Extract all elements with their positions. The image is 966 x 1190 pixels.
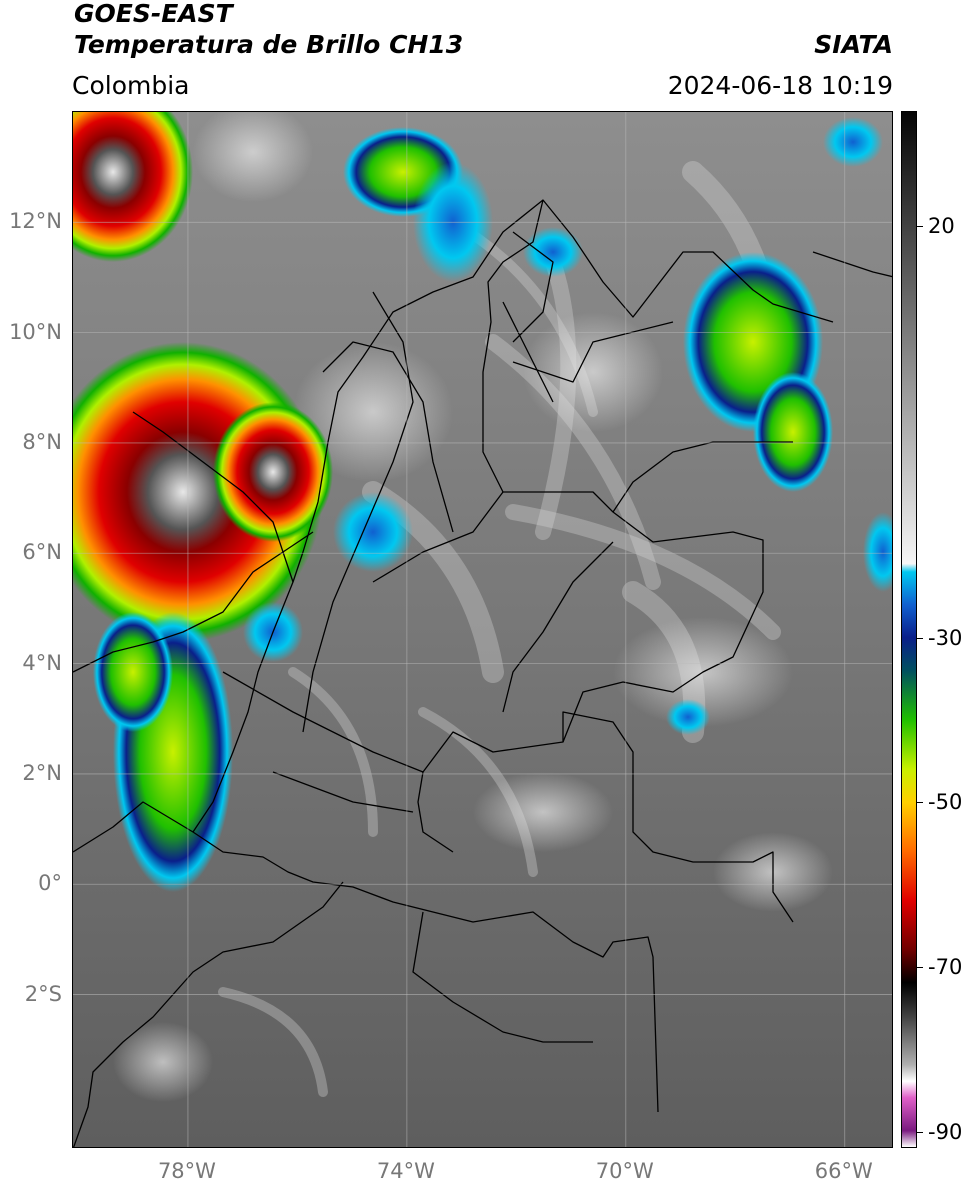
latitude-tick-label: 4°N (22, 650, 62, 675)
datetime-label: 2024-06-18 10:19 (667, 71, 893, 100)
border-line (512, 321, 674, 383)
border-line (372, 491, 504, 583)
longitude-tick-label: 78°W (157, 1159, 216, 1183)
longitude-tick-label: 70°W (595, 1159, 654, 1183)
border-line (417, 199, 764, 853)
convective-cloud (93, 612, 173, 732)
colorbar-tick-mark (917, 226, 923, 228)
colorbar-tick-mark (917, 802, 923, 804)
colorbar-tick-label: -50 (928, 790, 963, 815)
border-line (322, 341, 454, 533)
border-line (502, 541, 614, 713)
satellite-map[interactable] (72, 111, 893, 1148)
title-satellite: GOES-EAST (74, 0, 233, 28)
cirrus-streak (485, 334, 661, 590)
cirrus-streak (505, 504, 781, 640)
border-line (192, 199, 834, 833)
border-line (612, 441, 793, 513)
country-borders (73, 199, 892, 1147)
convective-cloud (73, 112, 193, 262)
latitude-tick-label: 6°N (22, 540, 62, 565)
colorbar-tick-label: -70 (928, 954, 963, 979)
convective-cloud (823, 117, 883, 167)
graticule (73, 112, 892, 1147)
bright-cloud (193, 112, 313, 202)
bright-cloud (473, 772, 613, 852)
border-line (302, 291, 414, 733)
border-line (412, 911, 593, 1043)
colorbar-tick-label: -30 (928, 625, 963, 650)
colorbar-tick-label: -90 (928, 1119, 963, 1144)
border-line (73, 531, 314, 673)
convective-cloud (863, 512, 892, 592)
cirrus-streak (218, 987, 328, 1097)
bright-cloud (523, 312, 663, 432)
colorbar-tick-label: 20 (928, 214, 955, 239)
longitude-tick-label: 66°W (814, 1159, 873, 1183)
convective-cloud (213, 402, 333, 542)
bright-cloud (113, 1022, 213, 1102)
border-line (132, 411, 294, 583)
colorbar-tick-mark (917, 966, 923, 968)
convective-cloud (333, 492, 413, 572)
border-line (512, 231, 554, 343)
latitude-tick-label: 8°N (22, 429, 62, 454)
border-line (502, 301, 554, 403)
region-label: Colombia (72, 71, 190, 100)
latitude-tick-label: 10°N (9, 319, 62, 344)
temperature-colorbar (901, 111, 917, 1148)
convective-cloud (666, 699, 710, 735)
border-line (562, 711, 794, 923)
convective-cloud (523, 227, 583, 277)
latitude-tick-label: 12°N (9, 209, 62, 234)
latitude-tick-label: 2°N (22, 760, 62, 785)
title-product: Temperatura de Brillo CH13 (74, 30, 464, 59)
colorbar-tick-mark (917, 1131, 923, 1133)
bright-cloud (293, 342, 453, 482)
map-canvas (73, 112, 892, 1147)
border-line (272, 771, 414, 813)
colorbar-tick-mark (917, 637, 923, 639)
brand-label: SIATA (814, 30, 893, 59)
convective-cloud (753, 372, 833, 492)
latitude-tick-label: 2°S (24, 981, 62, 1006)
border-line (73, 801, 659, 1113)
border-line (812, 251, 892, 278)
border-line (222, 671, 424, 773)
longitude-tick-label: 74°W (376, 1159, 435, 1183)
latitude-tick-label: 0° (38, 871, 62, 896)
